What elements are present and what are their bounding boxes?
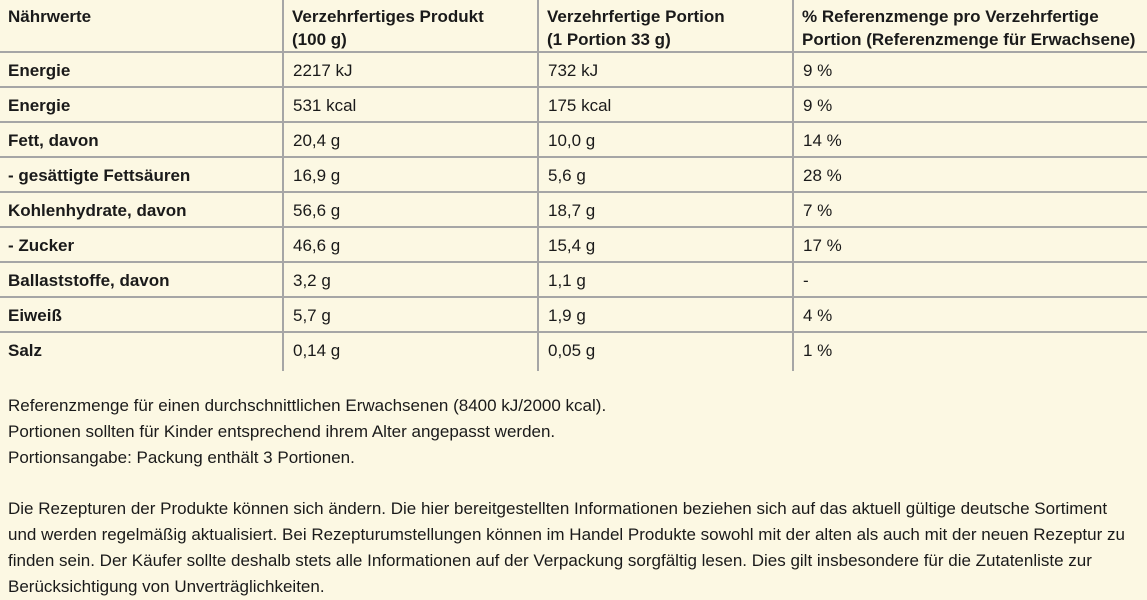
table-header-row: Nährwerte Verzehrfertiges Produkt (100 g… <box>0 0 1147 53</box>
table-row: Salz 0,14 g 0,05 g 1 % <box>0 332 1147 371</box>
nutrient-name: Ballaststoffe, davon <box>0 262 284 298</box>
nutrient-name: Energie <box>0 87 284 123</box>
value-reference-percent: 9 % <box>793 52 1147 88</box>
value-per-portion: 10,0 g <box>538 122 794 158</box>
header-per-portion: Verzehrfertige Portion (1 Portion 33 g) <box>538 0 794 53</box>
value-per-100g: 531 kcal <box>283 87 539 123</box>
value-per-portion: 5,6 g <box>538 157 794 193</box>
nutrient-name: Fett, davon <box>0 122 284 158</box>
value-per-100g: 56,6 g <box>283 192 539 228</box>
note-portions-per-pack: Portionsangabe: Packung enthält 3 Portio… <box>8 448 355 467</box>
value-per-100g: 3,2 g <box>283 262 539 298</box>
nutrient-name: Eiweiß <box>0 297 284 333</box>
value-per-100g: 5,7 g <box>283 297 539 333</box>
value-reference-percent: 28 % <box>793 157 1147 193</box>
value-reference-percent: 14 % <box>793 122 1147 158</box>
reference-notes: Referenzmenge für einen durchschnittlich… <box>8 393 1139 471</box>
value-per-portion: 0,05 g <box>538 332 794 371</box>
note-children-portions: Portionen sollten für Kinder entsprechen… <box>8 422 556 441</box>
header-line: Nährwerte <box>8 7 92 26</box>
nutrient-name: Energie <box>0 52 284 88</box>
note-reference-amount: Referenzmenge für einen durchschnittlich… <box>8 396 607 415</box>
value-per-100g: 16,9 g <box>283 157 539 193</box>
value-per-portion: 18,7 g <box>538 192 794 228</box>
nutrition-table: Nährwerte Verzehrfertiges Produkt (100 g… <box>0 0 1147 371</box>
value-per-portion: 732 kJ <box>538 52 794 88</box>
nutrient-name: - Zucker <box>0 227 284 263</box>
header-line: % Referenzmenge pro Verzehrfertige <box>802 7 1099 26</box>
table-row: Eiweiß 5,7 g 1,9 g 4 % <box>0 297 1147 333</box>
nutrient-name: Kohlenhydrate, davon <box>0 192 284 228</box>
value-reference-percent: 4 % <box>793 297 1147 333</box>
value-reference-percent: 1 % <box>803 341 833 360</box>
header-line: Verzehrfertiges Produkt <box>292 7 484 26</box>
value-per-100g: 0,14 g <box>283 332 539 371</box>
table-row: Energie 2217 kJ 732 kJ 9 % <box>0 52 1147 88</box>
value-per-portion: 175 kcal <box>538 87 794 123</box>
table-row: Ballaststoffe, davon 3,2 g 1,1 g - <box>0 262 1147 298</box>
value-reference-percent: 9 % <box>793 87 1147 123</box>
table-row: - Zucker 46,6 g 15,4 g 17 % <box>0 227 1147 263</box>
table-row: - gesättigte Fettsäuren 16,9 g 5,6 g 28 … <box>0 157 1147 193</box>
header-nutrients: Nährwerte <box>0 0 284 53</box>
value-per-portion: 15,4 g <box>538 227 794 263</box>
recipe-disclaimer: Die Rezepturen der Produkte können sich … <box>8 499 1125 596</box>
header-line: Portion (Referenzmenge für Erwachsene) <box>802 30 1136 49</box>
table-row: Fett, davon 20,4 g 10,0 g 14 % <box>0 122 1147 158</box>
value-per-100g: 20,4 g <box>283 122 539 158</box>
header-line: (1 Portion 33 g) <box>547 30 671 49</box>
value-reference-percent: 17 % <box>793 227 1147 263</box>
value-per-100g: 46,6 g <box>283 227 539 263</box>
value-per-100g: 2217 kJ <box>283 52 539 88</box>
value-per-portion: 1,9 g <box>538 297 794 333</box>
header-reference-percent: % Referenzmenge pro Verzehrfertige Porti… <box>793 0 1147 53</box>
header-line: Verzehrfertige Portion <box>547 7 725 26</box>
nutrient-name: - gesättigte Fettsäuren <box>0 157 284 193</box>
table-row: Energie 531 kcal 175 kcal 9 % <box>0 87 1147 123</box>
value-reference-percent: 7 % <box>793 192 1147 228</box>
table-row: Kohlenhydrate, davon 56,6 g 18,7 g 7 % <box>0 192 1147 228</box>
value-reference-percent: - <box>793 262 1147 298</box>
nutrient-name: Salz <box>0 332 284 371</box>
value-per-portion: 1,1 g <box>538 262 794 298</box>
header-line: (100 g) <box>292 30 347 49</box>
header-per-100g: Verzehrfertiges Produkt (100 g) <box>283 0 539 53</box>
